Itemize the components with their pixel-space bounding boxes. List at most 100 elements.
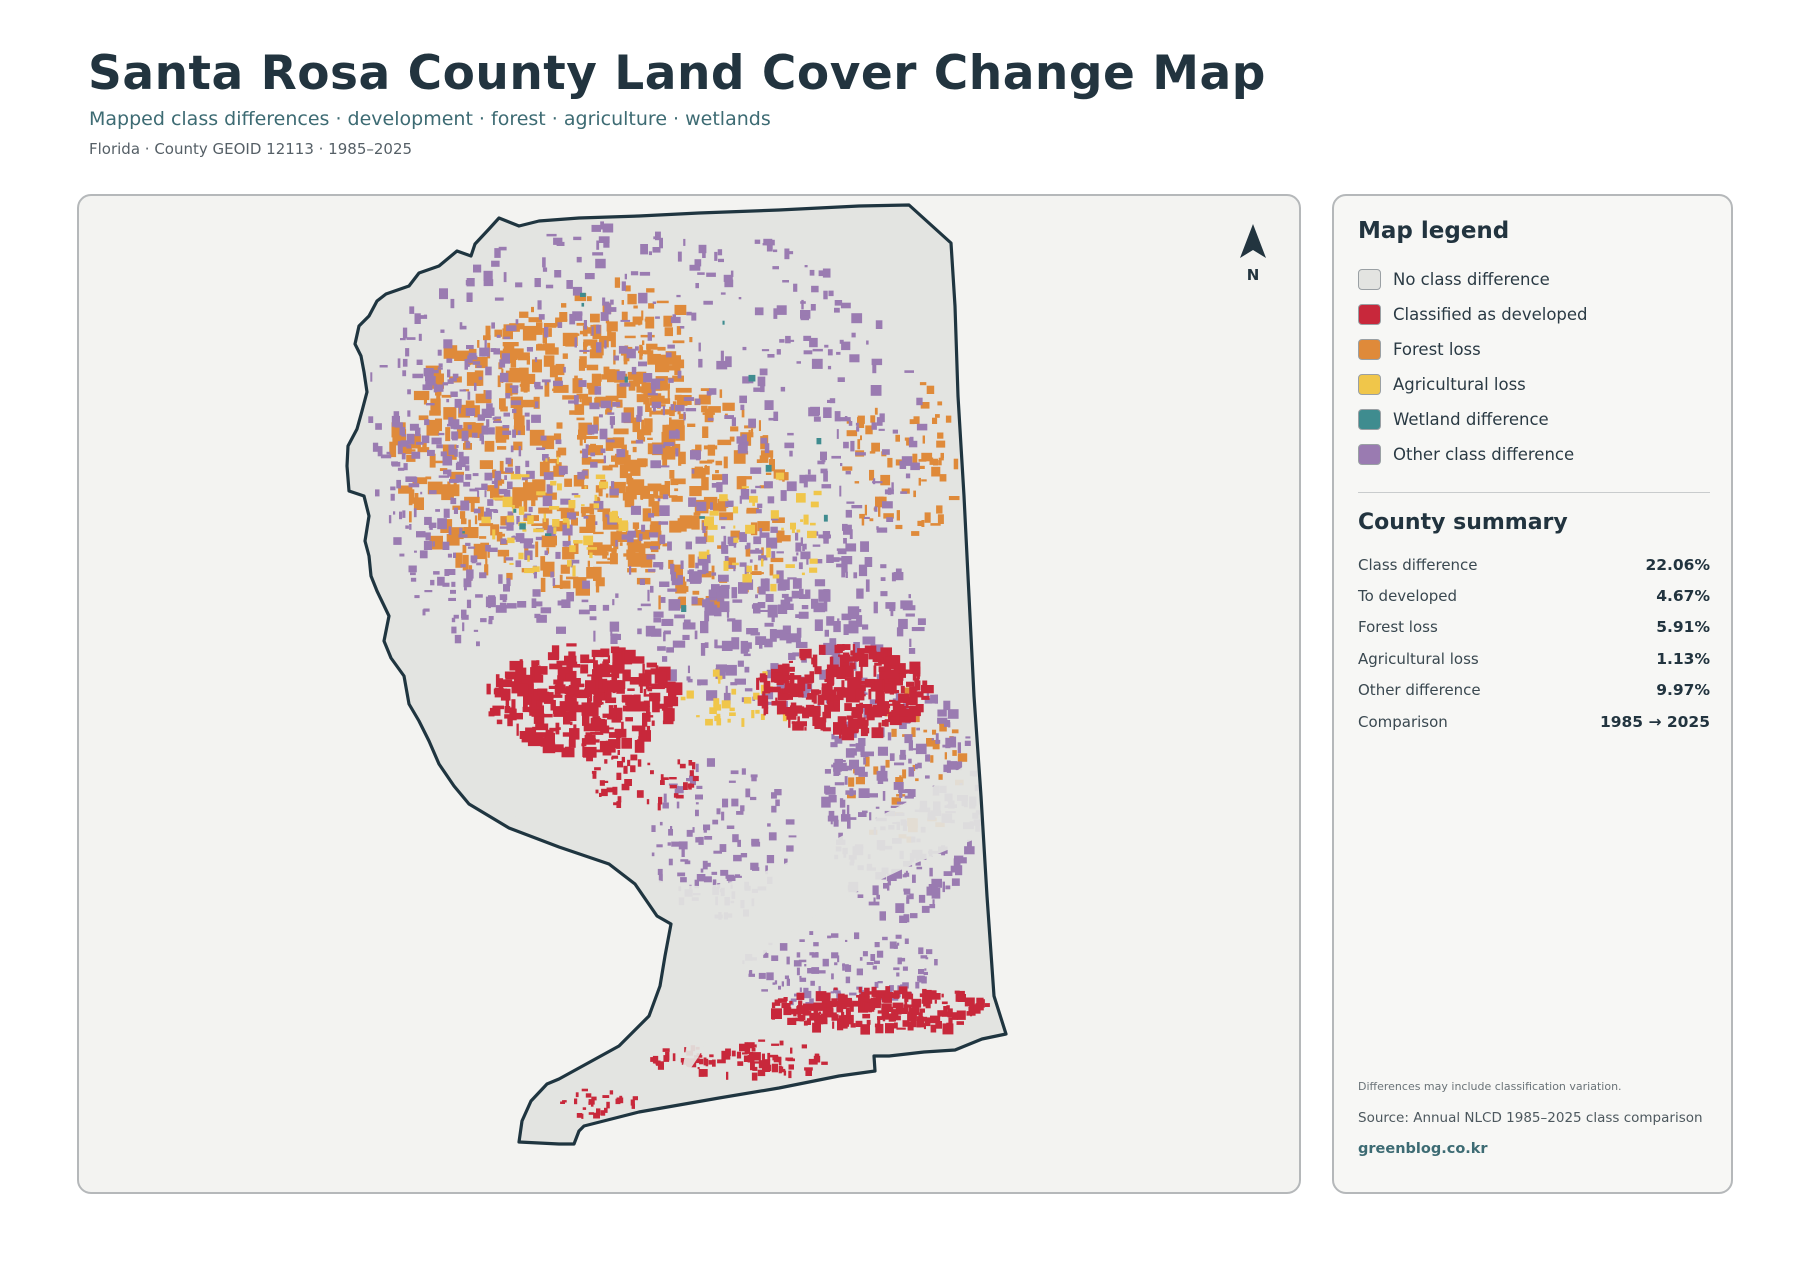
developed-patch [575,1092,579,1098]
developed-patch [638,730,651,742]
developed-patch [536,660,540,666]
developed-patch [807,693,814,698]
developed-patch [779,1040,784,1046]
developed-patch [836,666,846,679]
other-difference-patch [459,527,463,537]
forest-loss-patch [632,522,640,529]
other-difference-patch [450,498,457,505]
forest-loss-patch [624,495,634,508]
forest-loss-patch [918,477,921,486]
other-difference-patch [715,645,723,649]
other-difference-patch [889,985,894,991]
other-difference-patch [830,818,833,825]
developed-patch [607,655,610,664]
forest-loss-patch [449,471,464,476]
other-difference-patch [446,399,450,403]
forest-loss-patch [936,440,946,448]
other-difference-patch [506,325,517,332]
forest-loss-patch [476,376,481,385]
other-difference-patch [898,618,908,629]
forest-loss-patch [935,743,938,748]
forest-loss-patch [938,774,943,780]
forest-loss-patch [583,436,598,439]
other-difference-patch [767,823,771,827]
other-difference-patch [739,532,747,542]
other-difference-patch [900,491,908,494]
other-difference-patch [713,850,722,854]
other-difference-patch [798,959,807,963]
developed-patch [792,1017,803,1022]
other-difference-patch [833,649,841,659]
other-difference-patch [670,571,677,581]
other-difference-patch [827,935,832,939]
other-difference-patch [523,539,533,548]
other-difference-patch [723,274,733,282]
developed-patch [621,737,632,749]
other-difference-patch [652,247,661,253]
forest-loss-patch [595,577,605,587]
developed-patch [580,654,590,664]
developed-patch [504,671,517,678]
other-difference-patch [910,913,918,919]
other-difference-patch [842,799,846,808]
other-difference-patch [542,257,546,268]
other-difference-patch [704,610,710,622]
developed-patch [670,682,683,696]
brand-link[interactable]: greenblog.co.kr [1358,1141,1488,1157]
other-difference-patch [689,574,701,584]
other-difference-patch [433,383,437,393]
forest-loss-patch [715,460,723,466]
agricultural-loss-patch [573,540,583,544]
other-difference-patch [799,975,802,980]
forest-loss-patch [573,577,587,589]
other-difference-patch [556,626,566,634]
other-difference-patch [534,385,543,390]
other-difference-patch [799,939,805,942]
developed-patch [750,1062,755,1071]
developed-patch [581,1088,588,1092]
summary-label: Comparison [1358,712,1448,731]
agricultural-loss-patch [518,506,525,515]
developed-patch [591,770,597,774]
other-difference-patch [831,952,839,959]
other-difference-patch [784,248,790,260]
agricultural-loss-patch [732,506,739,514]
developed-patch [763,1059,771,1068]
other-difference-patch [479,347,490,357]
developed-patch [505,698,510,710]
developed-patch [684,1047,687,1053]
other-difference-patch [811,358,823,369]
agricultural-loss-patch [753,692,760,700]
other-difference-patch [552,578,556,586]
forest-loss-patch [447,481,451,492]
other-difference-patch [579,349,590,352]
other-difference-patch [759,528,763,538]
agricultural-loss-patch [509,562,514,565]
other-difference-patch [834,736,843,744]
other-difference-patch [689,775,695,779]
developed-patch [815,991,827,1002]
other-difference-patch [812,348,823,352]
other-difference-patch [505,457,512,465]
other-difference-patch [724,415,734,419]
other-difference-patch [448,526,452,535]
other-difference-patch [577,471,585,480]
other-difference-patch [674,614,685,619]
developed-patch [599,792,602,797]
forest-loss-patch [540,345,544,350]
map-panel[interactable]: N [77,194,1301,1194]
other-difference-patch [827,399,833,403]
county-map[interactable] [79,196,1301,1194]
other-difference-patch [880,577,886,581]
other-difference-patch [458,534,468,538]
other-difference-patch [720,292,726,295]
forest-loss-patch [694,466,703,473]
developed-patch [568,651,576,662]
other-difference-patch [822,268,831,278]
other-difference-patch [631,366,637,375]
forest-loss-patch [769,564,774,576]
developed-patch [856,995,861,998]
other-difference-patch [880,591,888,597]
other-difference-patch [754,239,761,244]
other-difference-patch [920,955,928,959]
